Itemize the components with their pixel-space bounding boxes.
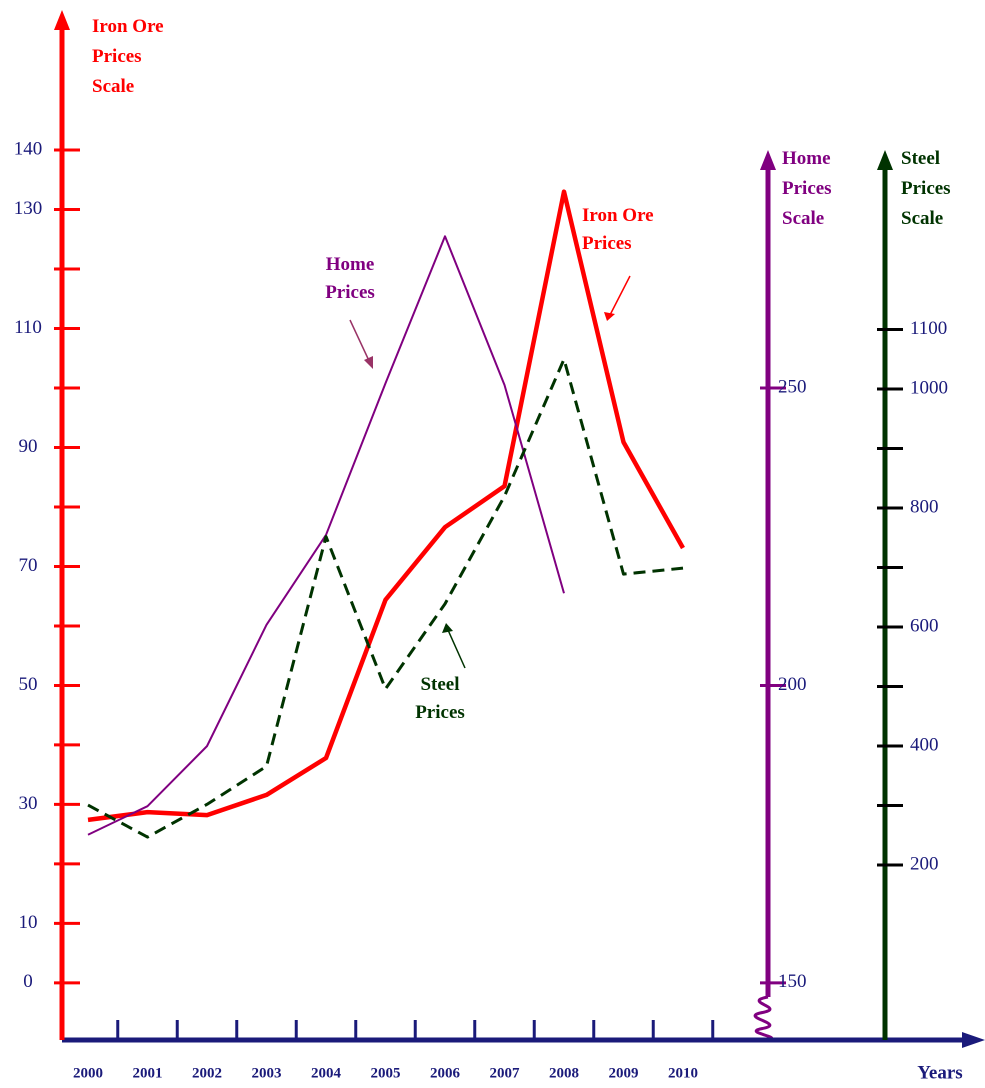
y-axis-arrow bbox=[877, 150, 893, 170]
y-tick-label: 1000 bbox=[910, 377, 948, 398]
y-tick-label: 70 bbox=[19, 555, 38, 576]
x-tick-label: 2010 bbox=[668, 1065, 698, 1081]
x-tick-label: 2000 bbox=[73, 1065, 103, 1081]
axis-title: Home Prices Scale bbox=[782, 148, 832, 229]
y-tick-label: 250 bbox=[778, 376, 807, 397]
axis-title-line: Prices bbox=[782, 178, 832, 199]
y-tick-label: 200 bbox=[910, 853, 939, 874]
y-axis-arrow bbox=[54, 10, 70, 30]
series-line bbox=[87, 235, 565, 836]
axis-title-line: Home bbox=[782, 148, 831, 169]
axis-title-line: Scale bbox=[782, 208, 824, 229]
arrow-head bbox=[364, 356, 373, 369]
series-label: Iron Ore Prices bbox=[582, 205, 654, 254]
axis-break bbox=[753, 995, 774, 1042]
y-tick-label: 400 bbox=[910, 734, 939, 755]
y-tick-label: 140 bbox=[14, 138, 43, 159]
x-tick-label: 2003 bbox=[252, 1065, 282, 1081]
annotation-arrow bbox=[349, 319, 372, 366]
axis-title-line: Scale bbox=[92, 76, 134, 97]
axis-title: Iron Ore Prices Scale bbox=[92, 16, 164, 97]
series-label-line: Prices bbox=[415, 702, 465, 723]
x-tick-label: 2008 bbox=[549, 1065, 579, 1081]
x-tick-label: 2009 bbox=[609, 1065, 639, 1081]
x-tick-label: 2004 bbox=[311, 1065, 342, 1081]
y-tick-label: 10 bbox=[19, 912, 38, 933]
series-label-line: Home bbox=[326, 254, 375, 275]
x-axis-arrow bbox=[962, 1032, 985, 1048]
y-tick-label: 200 bbox=[778, 674, 807, 695]
series-label-line: Iron Ore bbox=[582, 205, 654, 226]
x-tick-label: 2007 bbox=[490, 1065, 521, 1081]
y-tick-label: 50 bbox=[19, 674, 38, 695]
annotation-arrow bbox=[447, 629, 466, 669]
y-axis-arrow bbox=[760, 150, 776, 170]
axis-title-line: Steel bbox=[901, 148, 940, 169]
arrow-head bbox=[604, 312, 615, 321]
x-tick-label: 2001 bbox=[133, 1065, 163, 1081]
x-axis-label: Years bbox=[917, 1062, 962, 1083]
y-tick-label: 30 bbox=[19, 793, 38, 814]
arrow-head bbox=[442, 623, 453, 633]
annotation-arrow bbox=[609, 275, 631, 316]
series-label-line: Prices bbox=[325, 282, 375, 303]
y-tick-label: 130 bbox=[14, 198, 43, 219]
series-label: Steel Prices bbox=[415, 674, 465, 723]
x-tick-label: 2005 bbox=[371, 1065, 401, 1081]
y-tick-label: 800 bbox=[910, 496, 939, 517]
axis-title: Steel Prices Scale bbox=[901, 148, 951, 229]
y-tick-label: 1100 bbox=[910, 318, 947, 339]
axis-title-line: Prices bbox=[901, 178, 951, 199]
series-line bbox=[87, 189, 685, 823]
series-label: Home Prices bbox=[325, 254, 375, 303]
y-tick-label: 0 bbox=[23, 971, 33, 992]
y-tick-label: 90 bbox=[19, 436, 38, 457]
x-tick-label: 2006 bbox=[430, 1065, 461, 1081]
axis-title-line: Iron Ore bbox=[92, 16, 164, 37]
series-label-line: Steel bbox=[420, 674, 459, 695]
axis-title-line: Prices bbox=[92, 46, 142, 67]
y-tick-label: 150 bbox=[778, 971, 807, 992]
y-tick-label: 110 bbox=[14, 317, 42, 338]
axis-title-line: Scale bbox=[901, 208, 943, 229]
y-tick-label: 600 bbox=[910, 615, 939, 636]
x-tick-label: 2002 bbox=[192, 1065, 222, 1081]
series-label-line: Prices bbox=[582, 233, 632, 254]
